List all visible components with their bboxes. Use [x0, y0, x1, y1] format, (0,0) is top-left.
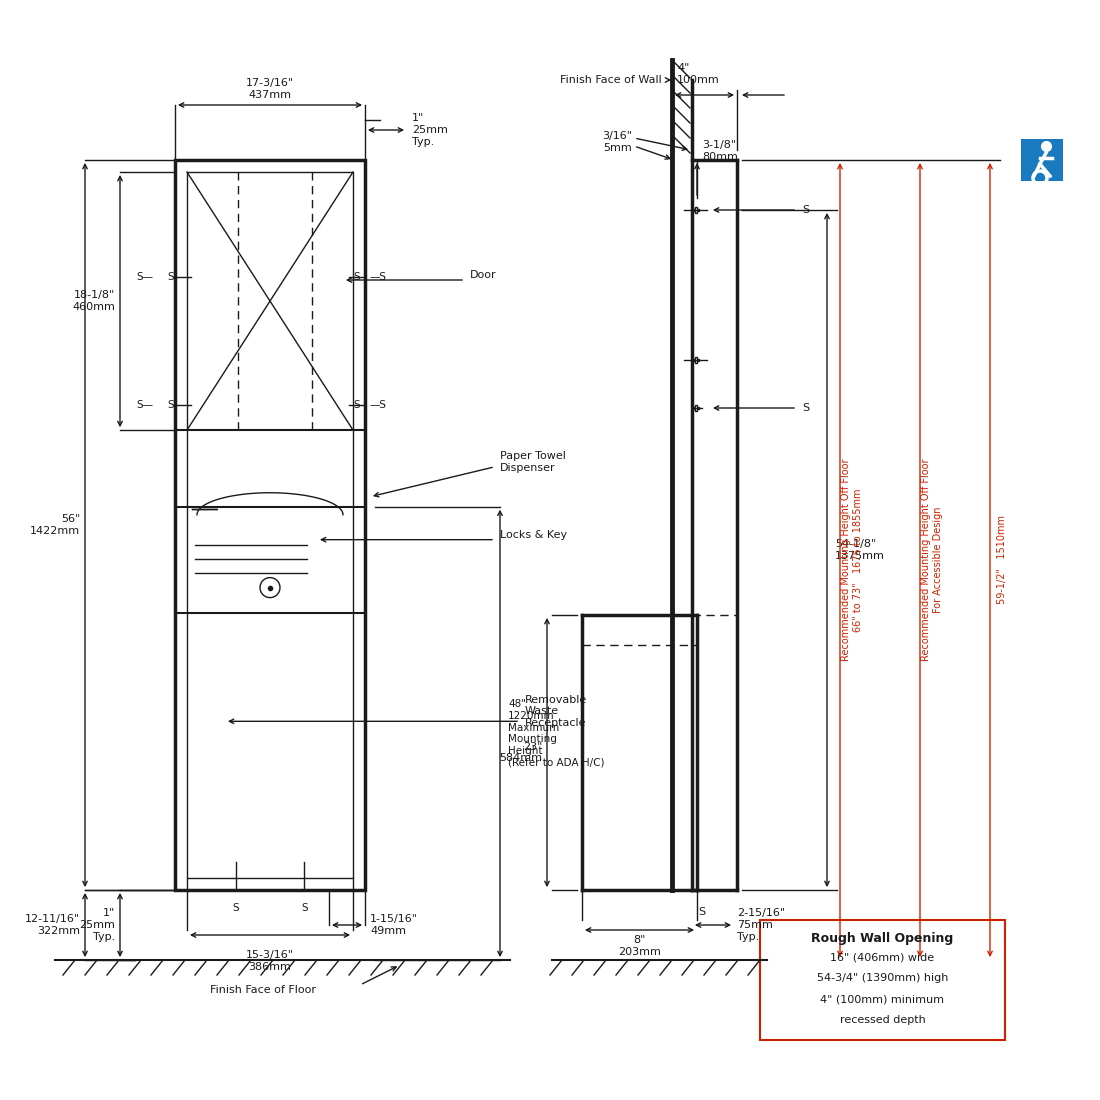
- Text: 3/16"
5mm: 3/16" 5mm: [602, 131, 632, 153]
- Text: 56"
1422mm: 56" 1422mm: [30, 514, 80, 536]
- Text: 54-1/8"
1375mm: 54-1/8" 1375mm: [835, 539, 884, 561]
- Bar: [187, 172, 353, 878]
- Text: S—: S—: [136, 399, 153, 409]
- Text: S: S: [354, 399, 361, 409]
- Text: S: S: [354, 272, 361, 282]
- Text: 2-15/16"
75mm
Typ.: 2-15/16" 75mm Typ.: [737, 909, 785, 942]
- Text: Finish Face of Wall: Finish Face of Wall: [560, 75, 662, 85]
- Text: Paper Towel
Dispenser: Paper Towel Dispenser: [500, 451, 565, 473]
- Text: 8"
203mm: 8" 203mm: [618, 935, 661, 957]
- Text: Locks & Key: Locks & Key: [500, 530, 568, 540]
- Text: 23"
584mm: 23" 584mm: [499, 741, 542, 763]
- Text: —S: —S: [370, 272, 387, 282]
- Text: 1"
25mm
Typ.: 1" 25mm Typ.: [412, 113, 448, 146]
- Text: —S: —S: [370, 399, 387, 409]
- Text: S—: S—: [136, 272, 153, 282]
- Bar: [760, 920, 1005, 1040]
- Text: 16" (406mm) wide: 16" (406mm) wide: [830, 952, 935, 962]
- Text: S: S: [167, 399, 174, 409]
- Text: S: S: [698, 908, 705, 917]
- Text: 15-3/16"
386mm: 15-3/16" 386mm: [246, 950, 294, 971]
- Text: 48"
1220mm
Maximum
Mounting
Height
(Refer to ADA H/C): 48" 1220mm Maximum Mounting Height (Refe…: [508, 700, 605, 768]
- Text: S: S: [232, 903, 239, 913]
- Text: 17-3/16"
437mm: 17-3/16" 437mm: [246, 78, 294, 100]
- Text: 3-1/8"
80mm: 3-1/8" 80mm: [702, 140, 738, 162]
- Text: S: S: [167, 272, 174, 282]
- Text: 1"
25mm
Typ.: 1" 25mm Typ.: [79, 909, 116, 942]
- Text: 18-1/8"
460mm: 18-1/8" 460mm: [73, 290, 116, 311]
- Text: 12-11/16"
322mm: 12-11/16" 322mm: [25, 914, 80, 936]
- Text: 59-1/2"   1510mm: 59-1/2" 1510mm: [997, 516, 1006, 605]
- Text: 4"
100mm: 4" 100mm: [676, 64, 719, 85]
- Bar: [1021, 139, 1063, 182]
- Text: 4" (100mm) minimum: 4" (100mm) minimum: [821, 994, 945, 1004]
- Text: Rough Wall Opening: Rough Wall Opening: [812, 932, 954, 945]
- Text: 1-15/16"
49mm: 1-15/16" 49mm: [370, 914, 418, 936]
- Text: S: S: [802, 205, 810, 214]
- Text: S: S: [802, 403, 810, 412]
- Text: Recommended Mounting Height Off Floor
66" to 73"   1675 to 1855mm: Recommended Mounting Height Off Floor 66…: [842, 459, 862, 661]
- Text: Removable
Waste
Receptacle: Removable Waste Receptacle: [525, 695, 587, 728]
- Text: Recommended Mounting Height Off Floor
For Accessible Design: Recommended Mounting Height Off Floor Fo…: [921, 459, 943, 661]
- Bar: [175, 160, 365, 890]
- Text: S: S: [301, 903, 308, 913]
- Text: Finish Face of Floor: Finish Face of Floor: [210, 984, 316, 996]
- Text: 54-3/4" (1390mm) high: 54-3/4" (1390mm) high: [817, 974, 948, 983]
- Text: recessed depth: recessed depth: [839, 1015, 925, 1025]
- Text: Door: Door: [470, 270, 496, 280]
